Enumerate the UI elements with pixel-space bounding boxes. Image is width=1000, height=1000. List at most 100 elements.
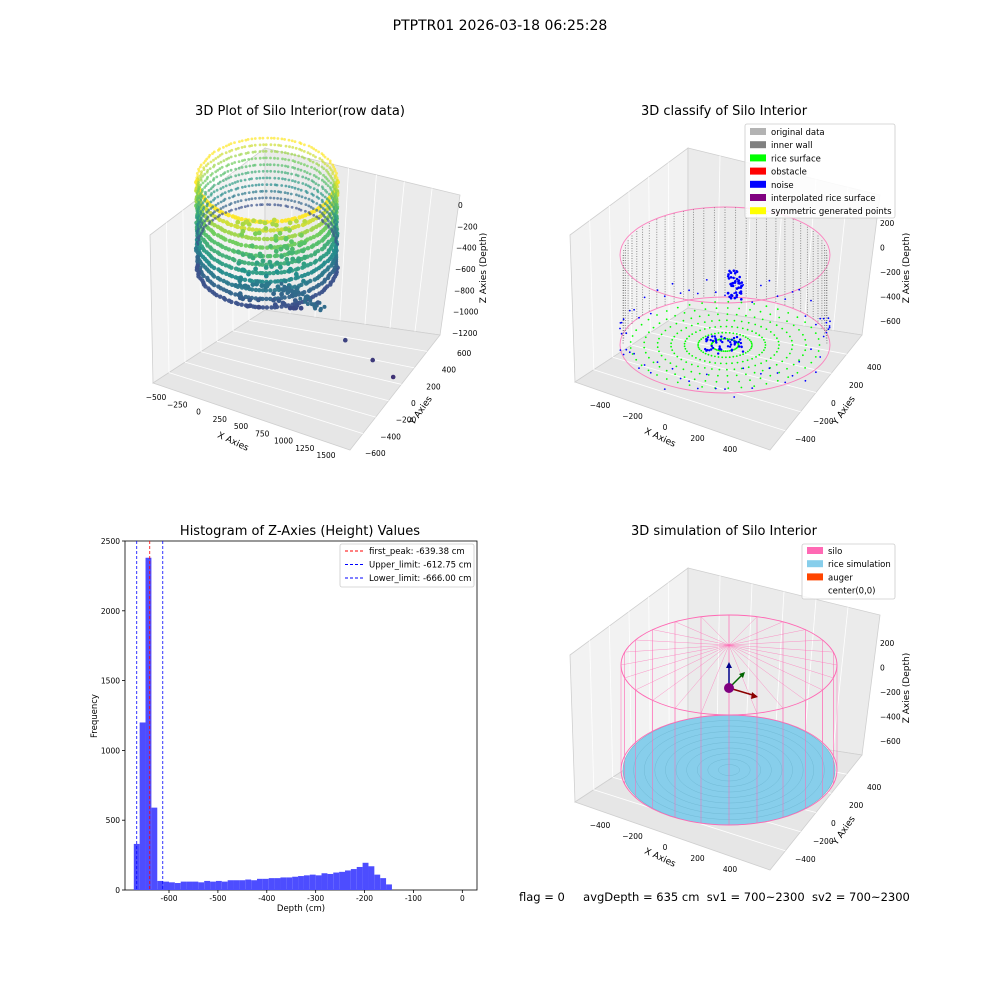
rice-surface-point bbox=[652, 361, 655, 364]
raw-point bbox=[199, 198, 203, 202]
histogram-bar bbox=[298, 876, 304, 890]
status-avg-depth: avgDepth = 635 cm bbox=[583, 890, 700, 904]
rice-surface-point bbox=[629, 347, 632, 349]
raw-point bbox=[196, 174, 200, 178]
raw-point bbox=[280, 184, 284, 187]
raw-point bbox=[221, 212, 224, 216]
raw-point bbox=[205, 275, 210, 281]
raw-point bbox=[291, 146, 295, 149]
rice-surface-point bbox=[739, 354, 741, 357]
histogram-bar bbox=[145, 557, 152, 890]
raw-point bbox=[284, 257, 290, 262]
noise-point bbox=[663, 388, 666, 390]
raw-point bbox=[328, 166, 332, 170]
raw-point bbox=[269, 156, 272, 160]
raw-point bbox=[272, 196, 276, 200]
raw-point bbox=[319, 192, 323, 195]
rice-surface-point bbox=[721, 331, 724, 334]
raw-point bbox=[233, 201, 237, 204]
raw-point bbox=[280, 287, 285, 292]
raw-point bbox=[271, 291, 276, 297]
raw-point bbox=[250, 177, 254, 181]
rice-surface-point bbox=[758, 334, 761, 337]
grid-line bbox=[589, 220, 595, 370]
raw-point bbox=[244, 198, 248, 202]
y-tick-label: −400 bbox=[795, 435, 816, 444]
rice-surface-point bbox=[746, 359, 749, 362]
rice-surface-point bbox=[735, 333, 738, 335]
noise-point bbox=[733, 343, 736, 346]
raw-point bbox=[254, 190, 258, 194]
simulation-3d-z-label: Z Axies (Depth) bbox=[902, 653, 912, 724]
noise-point bbox=[656, 361, 659, 363]
raw-point bbox=[247, 297, 253, 303]
raw-point bbox=[296, 223, 301, 229]
raw-point bbox=[268, 228, 273, 233]
rice-surface-point bbox=[750, 340, 752, 343]
raw-point bbox=[330, 210, 334, 213]
rice-surface-point bbox=[676, 332, 679, 335]
raw-point bbox=[212, 177, 216, 180]
raw-point bbox=[244, 171, 248, 175]
raw-point bbox=[196, 218, 200, 222]
raw-point bbox=[217, 162, 220, 166]
raw-point bbox=[250, 144, 254, 148]
raw-point bbox=[228, 209, 231, 213]
simulation-3d-x-label: X Axies bbox=[643, 847, 678, 870]
raw-point bbox=[240, 205, 244, 209]
raw-point bbox=[259, 163, 262, 167]
noise-point bbox=[735, 335, 739, 339]
raw-point bbox=[268, 163, 272, 167]
raw-point bbox=[333, 176, 337, 180]
legend-swatch bbox=[807, 560, 823, 568]
raw-point bbox=[227, 163, 230, 167]
noise-point bbox=[727, 339, 730, 342]
histogram-bar bbox=[386, 884, 392, 890]
histogram-lines bbox=[136, 541, 164, 890]
noise-point bbox=[622, 318, 625, 321]
grid-line bbox=[184, 361, 376, 418]
y-tick-label: 1500 bbox=[101, 677, 120, 686]
y-tick-label: 0 bbox=[831, 399, 836, 408]
rice-surface-point bbox=[796, 371, 799, 374]
rice-surface-point bbox=[765, 360, 768, 362]
raw-point bbox=[225, 144, 228, 148]
grid-line bbox=[648, 596, 651, 753]
noise-point bbox=[825, 331, 828, 334]
raw-point bbox=[215, 224, 221, 229]
rice-surface-point bbox=[736, 326, 739, 329]
raw-point bbox=[317, 150, 320, 154]
raw-point bbox=[333, 207, 336, 211]
noise-point bbox=[726, 291, 730, 295]
raw-point bbox=[271, 217, 277, 223]
rice-surface-point bbox=[741, 360, 744, 363]
raw-point bbox=[336, 203, 339, 206]
rice-surface-point bbox=[777, 340, 780, 343]
raw-point bbox=[333, 225, 337, 229]
raw-point bbox=[306, 164, 309, 168]
rice-surface-point bbox=[714, 326, 717, 328]
raw-point bbox=[282, 244, 287, 249]
noise-point bbox=[714, 387, 717, 390]
rice-surface-point bbox=[753, 385, 756, 387]
raw-point bbox=[286, 165, 290, 169]
simulation-3d-auger bbox=[724, 662, 758, 699]
raw-point bbox=[216, 208, 219, 212]
raw-point bbox=[239, 225, 244, 230]
noise-point bbox=[731, 284, 735, 288]
rice-surface-point bbox=[778, 371, 781, 374]
raw-point bbox=[227, 238, 232, 244]
raw-point bbox=[309, 253, 314, 258]
z-tick-label: −400 bbox=[456, 244, 477, 253]
raw-point bbox=[289, 289, 294, 293]
raw-point bbox=[219, 207, 223, 211]
rice-surface-point bbox=[810, 361, 813, 364]
raw-point bbox=[217, 182, 220, 186]
rice-surface-point bbox=[778, 316, 781, 319]
raw-point bbox=[334, 198, 338, 202]
raw-point bbox=[329, 188, 333, 191]
raw-point bbox=[202, 212, 206, 216]
rice-surface-point bbox=[656, 346, 659, 349]
rice-surface-point bbox=[675, 322, 678, 325]
raw-point bbox=[298, 296, 303, 301]
